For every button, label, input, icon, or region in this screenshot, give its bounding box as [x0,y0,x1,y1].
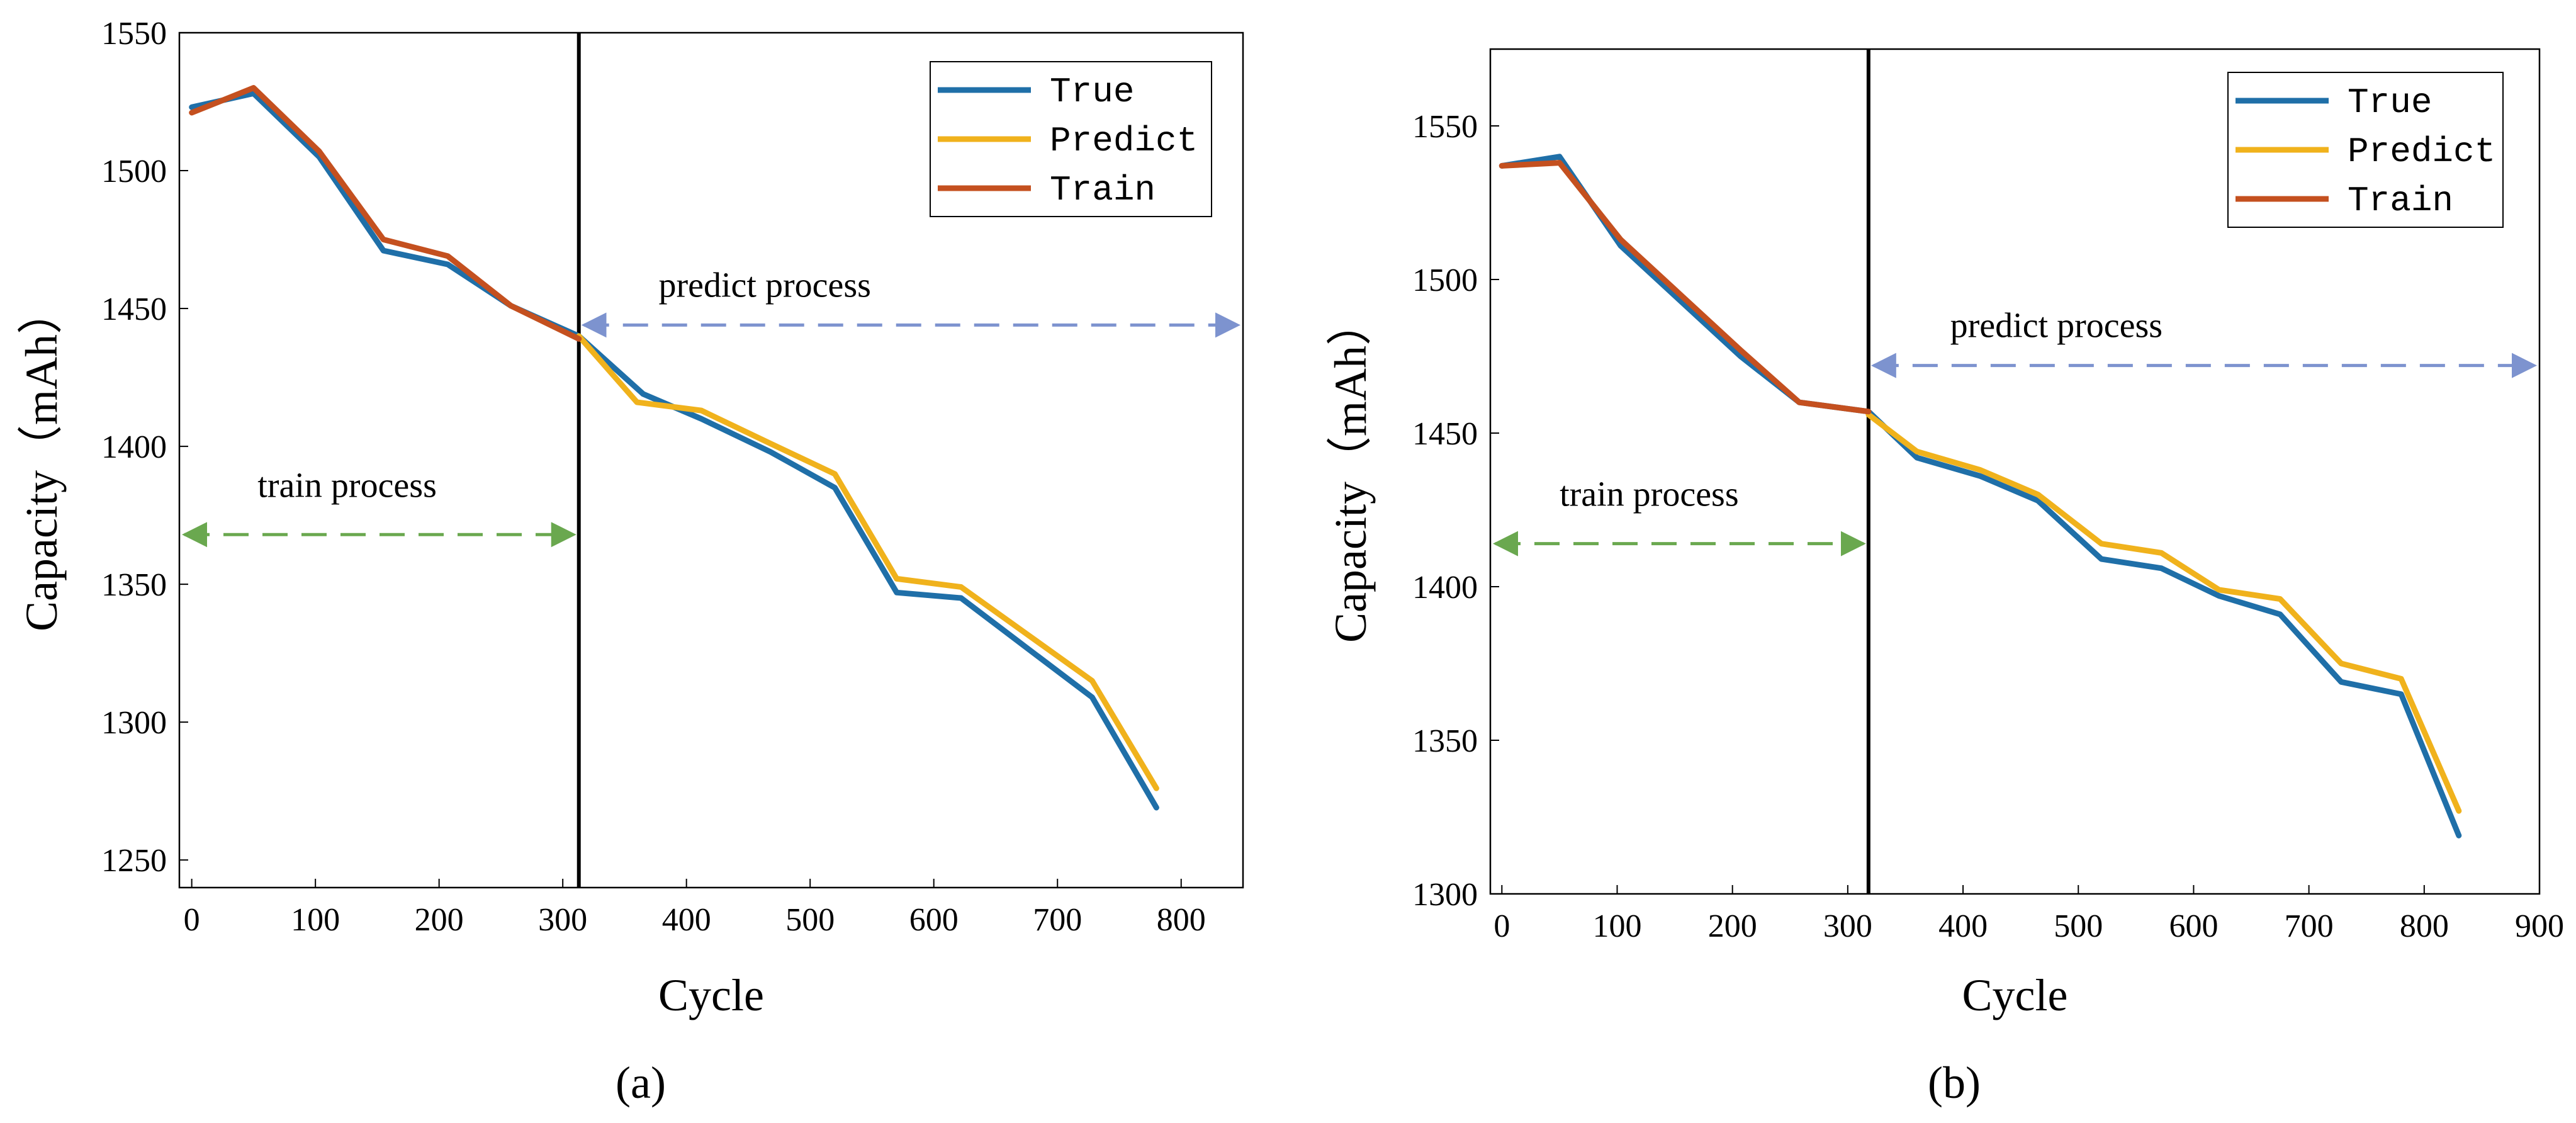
legend-label-predict: Predict [1050,121,1198,161]
x-tick-label: 600 [2169,908,2218,944]
x-tick-label: 400 [1938,908,1988,944]
x-tick-label: 300 [1823,908,1872,944]
legend-label-predict: Predict [2348,132,2495,172]
y-tick-label: 1500 [1412,262,1478,298]
chart-panel-a: 0 100 200 300 400 500 600 700 800 1250 1300 1350 140… [16,16,1244,1020]
y-tick-label: 1450 [101,291,167,327]
x-axis-label: Cycle [658,970,764,1020]
train-process-label: train process [1560,475,1739,514]
y-axis-label: Capacity（mAh） [1325,300,1376,643]
legend-label-true: True [1050,72,1134,112]
plot-frame [178,31,1244,889]
predict-process-label: predict process [658,266,870,305]
train-process-label: train process [257,466,437,505]
y-tick-label: 1350 [1412,723,1478,759]
legend-label-train: Train [2348,181,2453,221]
x-tick-label: 200 [415,902,464,938]
x-tick-label: 100 [291,902,340,938]
predict-process-label: predict process [1950,307,2163,346]
x-tick-label: 200 [1708,908,1757,944]
y-tick-label: 1500 [101,154,167,189]
y-tick-label: 1400 [1412,570,1478,606]
x-tick-label: 800 [1157,902,1206,938]
x-axis-label: Cycle [1962,970,2068,1020]
y-tick-label: 1300 [1412,877,1478,913]
x-tick-label: 500 [785,902,835,938]
chart-panel-b: 0 100 200 300 400 500 600 700 800 900 1300 1350 1400… [1325,48,2564,1020]
legend-label-true: True [2348,82,2432,123]
y-tick-label: 1450 [1412,416,1478,452]
y-tick-label: 1550 [1412,109,1478,145]
legend-label-train: Train [1050,170,1156,210]
x-tick-label: 100 [1593,908,1642,944]
legend: True Predict Train [930,61,1212,217]
x-tick-label: 900 [2515,908,2564,944]
series-line-predict [1865,412,2462,814]
x-tick-label: 500 [2054,908,2103,944]
panel-label-b: (b) [1928,1058,1981,1108]
x-tick-label: 700 [2285,908,2334,944]
y-tick-label: 1400 [101,429,167,465]
x-tick-label: 600 [909,902,959,938]
x-tick-label: 0 [1493,908,1510,944]
x-tick-label: 300 [538,902,587,938]
x-tick-label: 0 [184,902,200,938]
series-line-train [189,85,582,342]
y-tick-label: 1300 [101,705,167,741]
y-tick-label: 1350 [101,567,167,603]
x-tick-label: 800 [2400,908,2449,944]
x-tick-label: 400 [662,902,711,938]
y-tick-label: 1550 [101,16,167,52]
y-axis-label: Capacity（mAh） [16,289,67,631]
x-tick-label: 700 [1033,902,1082,938]
series-line-predict [576,333,1159,791]
plot-frame [1489,48,2541,895]
legend: True Predict Train [2227,72,2504,228]
panel-label-a: (a) [616,1058,666,1108]
series-line-true [1499,154,2462,838]
y-tick-label: 1250 [101,843,167,879]
series-line-train [1499,160,1872,415]
